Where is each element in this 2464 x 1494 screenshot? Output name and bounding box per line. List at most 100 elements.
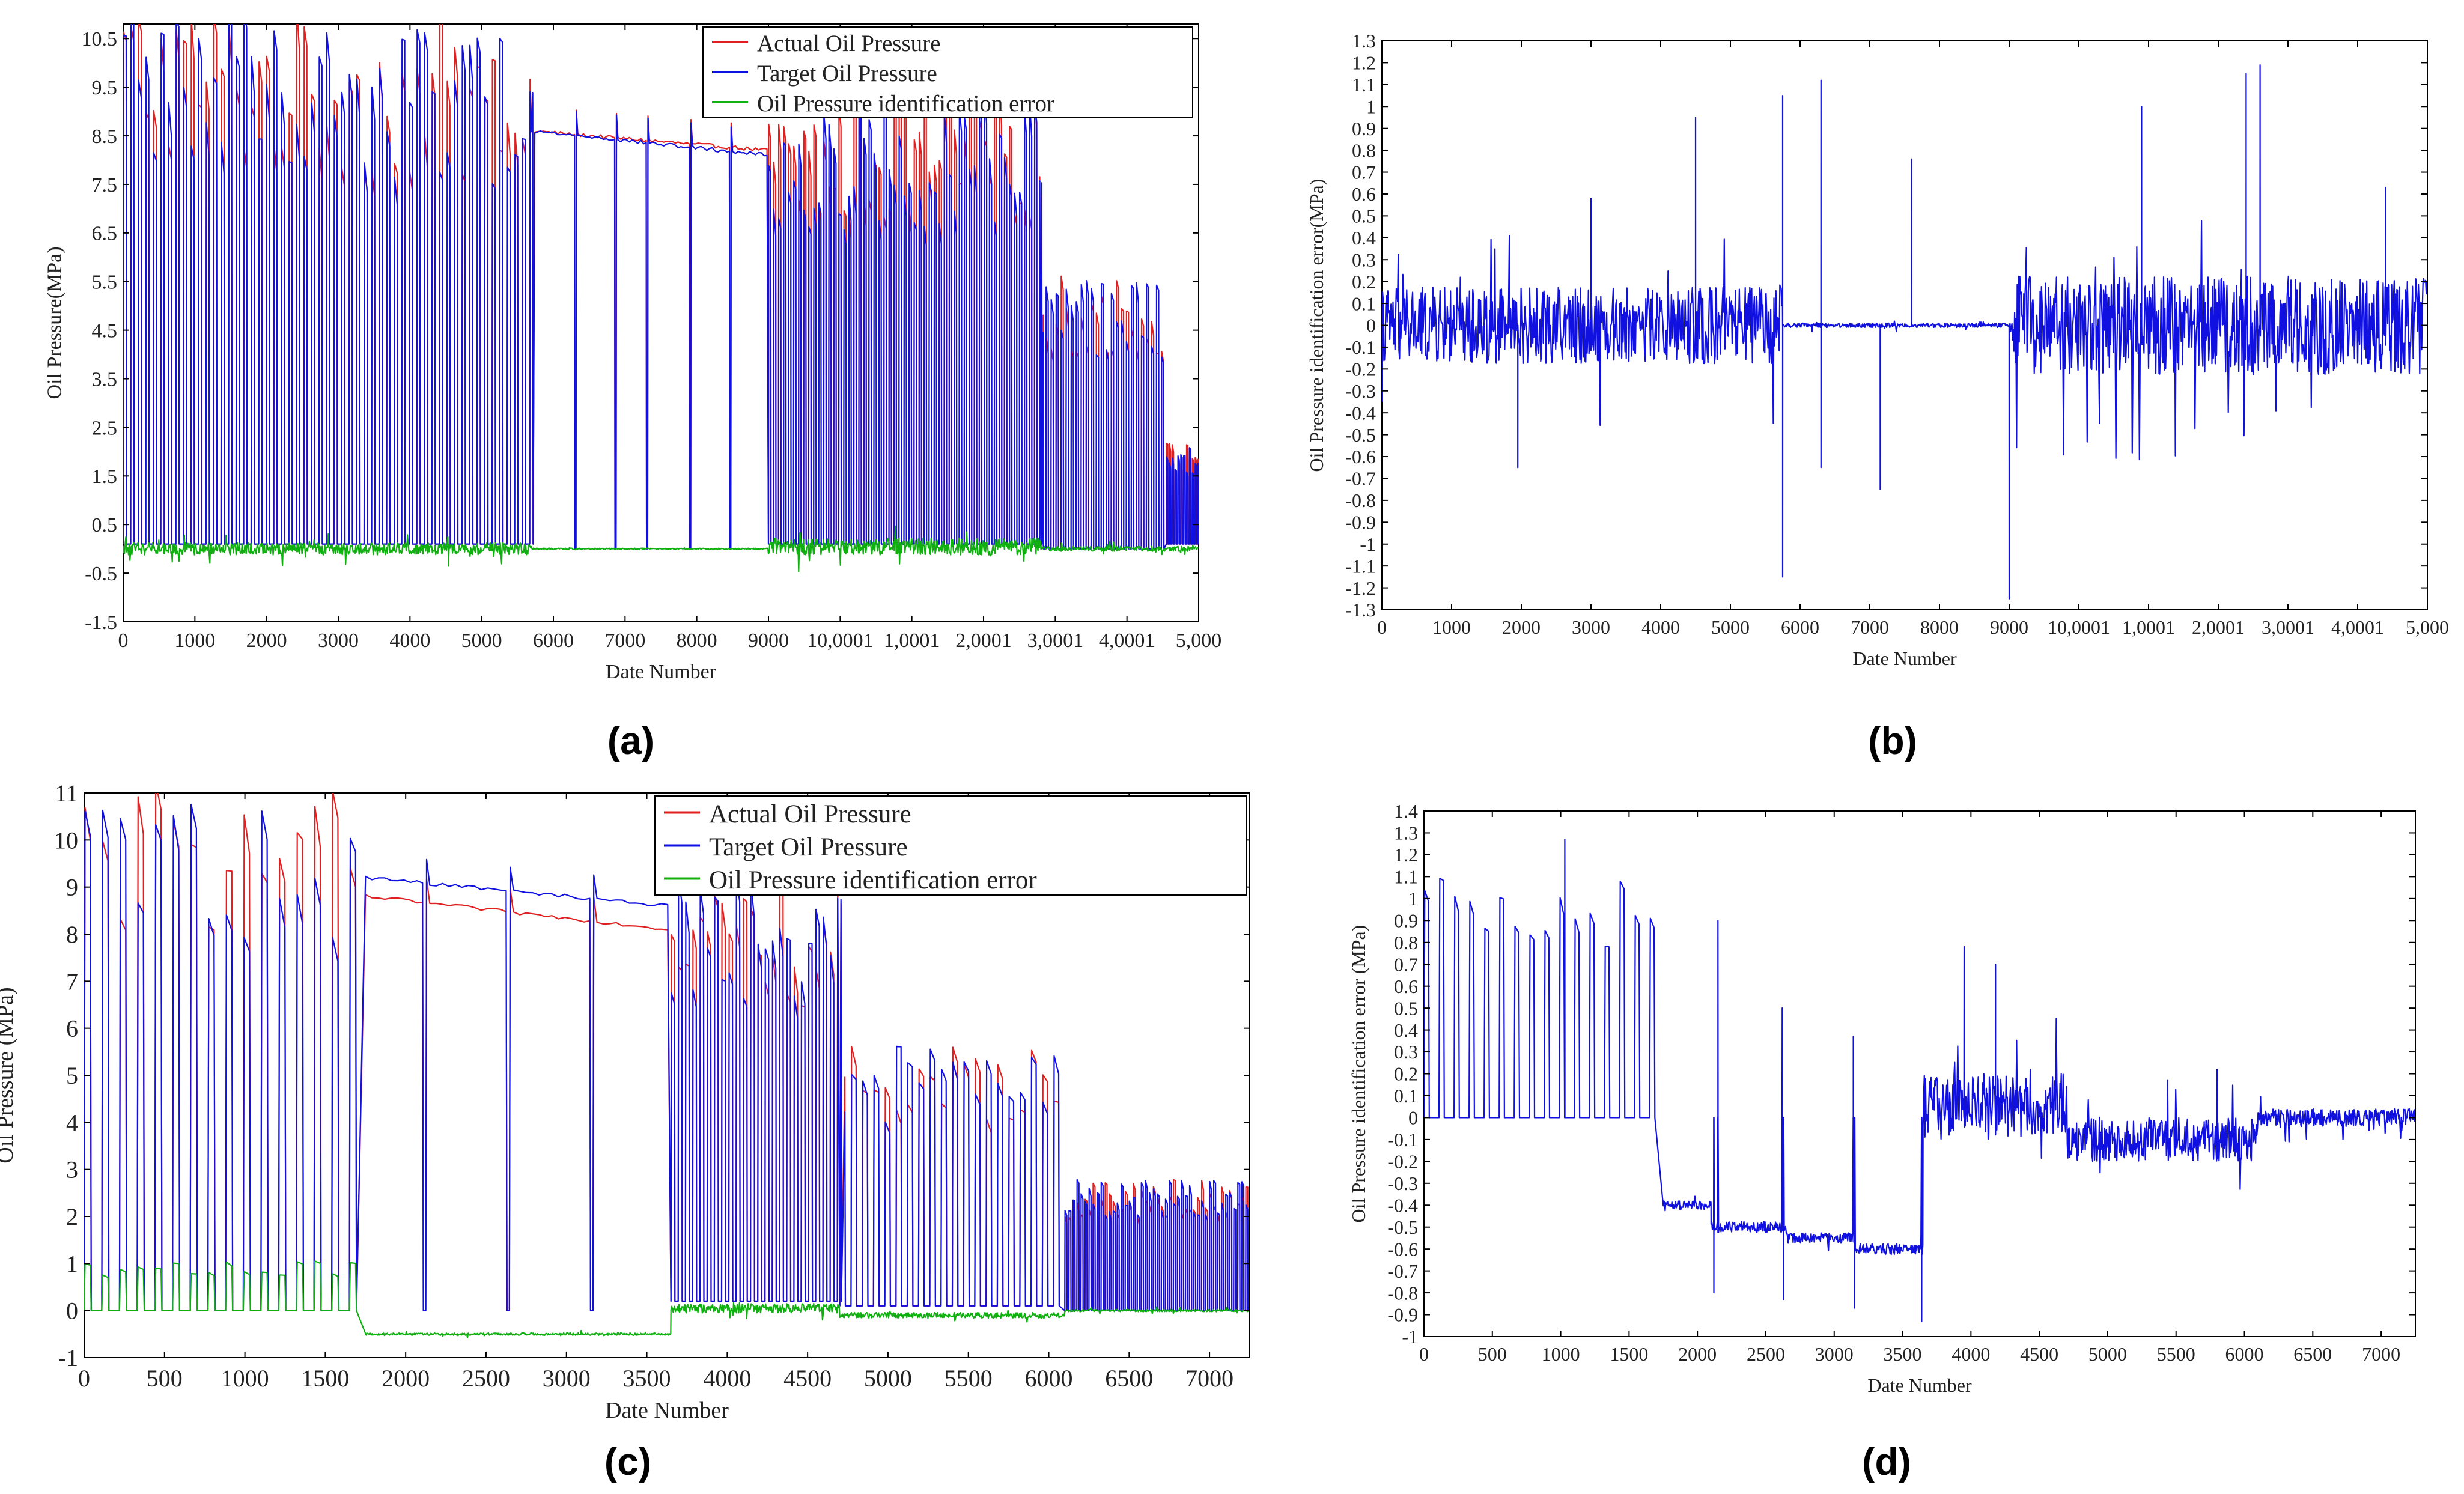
y-tick-label: 0.5 — [1394, 997, 1418, 1019]
x-tick-label: 1000 — [1432, 616, 1471, 638]
y-tick-label: 8 — [66, 921, 78, 948]
series-group — [123, 24, 1199, 572]
x-tick-label: 2,0001 — [2192, 616, 2245, 638]
plot-area — [1423, 810, 2416, 1337]
x-tick-label: 1000 — [221, 1365, 269, 1392]
y-tick-label: 0.2 — [1394, 1063, 1418, 1085]
panel-label: (c) — [604, 1440, 651, 1483]
y-tick-label: -0.6 — [1387, 1238, 1418, 1260]
y-tick-label: 6 — [66, 1015, 78, 1042]
x-tick-label: 6000 — [533, 630, 574, 652]
x-tick-label: 10,0001 — [2048, 616, 2110, 638]
y-tick-label: -0.2 — [1345, 359, 1376, 380]
series-line-oil-pressure-identification-error — [1424, 839, 2415, 1322]
x-tick-label: 4000 — [389, 630, 430, 652]
x-tick-label: 0 — [1419, 1343, 1429, 1365]
y-tick-label: 0 — [1408, 1107, 1418, 1129]
y-tick-label: 4.5 — [92, 320, 118, 342]
y-tick-label: 2.5 — [92, 417, 118, 439]
x-tick-label: 6500 — [2293, 1343, 2332, 1365]
y-tick-label: 0.6 — [1394, 976, 1418, 997]
x-tick-label: 1500 — [1610, 1343, 1648, 1365]
legend-entry-label: Target Oil Pressure — [757, 61, 937, 87]
y-tick-label: 1.4 — [1394, 800, 1418, 822]
x-tick-label: 5500 — [2157, 1343, 2195, 1365]
y-tick-label: 0.1 — [1394, 1085, 1418, 1107]
panel-label: (b) — [1868, 719, 1917, 762]
series-group — [1382, 64, 2427, 600]
y-tick-label: 1.1 — [1394, 866, 1418, 888]
y-axis-label: Oil Pressure (MPa) — [0, 987, 18, 1163]
x-tick-label: 2500 — [1747, 1343, 1785, 1365]
y-tick-label: 0.4 — [1352, 227, 1376, 249]
y-tick-label: -0.1 — [1345, 336, 1376, 358]
x-tick-label: 1,0001 — [2122, 616, 2175, 638]
y-tick-label: 6.5 — [92, 223, 118, 245]
x-axis-label: Date Number — [1867, 1374, 1972, 1396]
y-tick-label: -1.1 — [1345, 555, 1376, 577]
y-tick-label: 1.2 — [1394, 844, 1418, 866]
x-tick-label: 3,0001 — [2262, 616, 2314, 638]
y-tick-label: -0.7 — [1387, 1260, 1418, 1282]
x-tick-label: 3500 — [623, 1365, 671, 1392]
y-tick-label: 0.8 — [1352, 139, 1376, 161]
y-tick-label: 0.9 — [1352, 118, 1376, 139]
legend-box — [654, 795, 1247, 896]
x-tick-label: 500 — [1478, 1343, 1507, 1365]
series-line-target-oil-pressure — [123, 24, 1199, 550]
y-tick-label: 9.5 — [92, 77, 118, 99]
x-tick-label: 6000 — [1781, 616, 1819, 638]
x-axis-label: Date Number — [606, 661, 717, 683]
y-tick-label: -0.1 — [1387, 1129, 1418, 1150]
y-tick-label: 1.2 — [1352, 52, 1376, 74]
y-axis-label: Oil Pressure(MPa) — [44, 246, 66, 399]
x-tick-label: 5,000 — [2406, 616, 2449, 638]
x-tick-label: 5,000 — [1176, 630, 1222, 652]
y-tick-label: -0.8 — [1345, 490, 1376, 511]
panel-label: (a) — [607, 719, 654, 762]
y-tick-label: 0.1 — [1352, 293, 1376, 314]
y-tick-label: 8.5 — [92, 126, 118, 148]
series-line-oil-pressure-identification-error — [84, 1260, 1250, 1338]
y-tick-label: -0.3 — [1345, 380, 1376, 402]
y-tick-label: -1.5 — [85, 612, 117, 634]
y-tick-label: 1 — [1408, 888, 1418, 909]
y-tick-label: -1 — [1360, 533, 1376, 555]
x-tick-label: 10,0001 — [807, 630, 874, 652]
x-tick-label: 4000 — [703, 1365, 751, 1392]
y-tick-label: -0.6 — [1345, 446, 1376, 467]
y-tick-label: 0.3 — [1394, 1041, 1418, 1063]
x-tick-label: 9000 — [1990, 616, 2028, 638]
legend-entry-label: Actual Oil Pressure — [709, 800, 911, 828]
x-tick-label: 2500 — [462, 1365, 510, 1392]
y-tick-label: -0.3 — [1387, 1173, 1418, 1194]
legend: Actual Oil Pressure Target Oil Pressure Oi… — [702, 26, 1193, 118]
legend: Actual Oil Pressure Target Oil Pressure Oi… — [654, 795, 1247, 896]
y-tick-label: 0.3 — [1352, 249, 1376, 270]
y-tick-label: 10 — [54, 827, 78, 854]
x-tick-label: 2000 — [1502, 616, 1541, 638]
x-tick-label: 8000 — [1920, 616, 1959, 638]
y-tick-label: 1 — [66, 1250, 78, 1277]
y-tick-label: 1.3 — [1394, 822, 1418, 844]
y-tick-label: 1 — [1366, 96, 1376, 117]
x-tick-label: 4000 — [1951, 1343, 1990, 1365]
y-tick-label: 3.5 — [92, 368, 118, 390]
x-tick-label: 2000 — [1678, 1343, 1717, 1365]
x-tick-label: 5000 — [2088, 1343, 2127, 1365]
x-tick-label: 1000 — [174, 630, 215, 652]
y-tick-label: 1.5 — [92, 466, 118, 488]
y-axis-label: Oil Pressure identification error (MPa) — [1348, 925, 1369, 1223]
x-tick-label: 500 — [147, 1365, 183, 1392]
y-tick-label: 0 — [66, 1298, 78, 1325]
y-tick-label: 2 — [66, 1203, 78, 1230]
y-tick-label: -1.2 — [1345, 577, 1376, 599]
x-tick-label: 9000 — [748, 630, 789, 652]
x-tick-label: 1,0001 — [884, 630, 940, 652]
x-tick-label: 2000 — [246, 630, 287, 652]
legend-entry-label: Target Oil Pressure — [709, 833, 908, 861]
y-tick-label: 0.6 — [1352, 183, 1376, 205]
x-tick-label: 5000 — [1711, 616, 1750, 638]
x-tick-label: 4500 — [783, 1365, 832, 1392]
